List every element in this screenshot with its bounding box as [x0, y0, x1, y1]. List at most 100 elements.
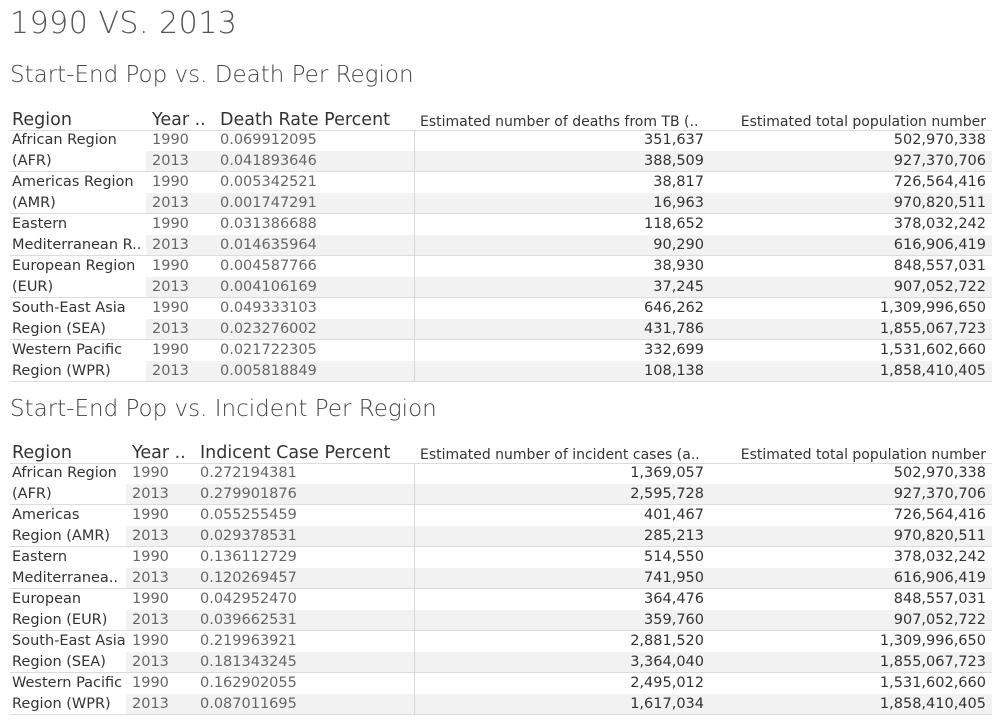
rate-cell: 0.029378531: [200, 528, 297, 544]
region-cell: European Region: [12, 258, 136, 274]
region-cell: South-East Asia: [12, 633, 126, 649]
population-cell: 378,032,242: [893, 216, 986, 232]
year-cell: 2013: [152, 321, 189, 337]
header-year[interactable]: Year ..: [152, 110, 206, 130]
population-cell: 616,906,419: [893, 237, 986, 253]
table-row[interactable]: European Region 1990 0.004587766 38,930 848,…: [10, 256, 992, 277]
year-cell: 1990: [152, 174, 189, 190]
count-cell: 16,963: [653, 195, 704, 211]
population-cell: 1,531,602,660: [879, 342, 986, 358]
table-row[interactable]: Eastern 1990 0.031386688 118,652 378,032,242: [10, 214, 992, 235]
table-row[interactable]: South-East Asia 1990 0.049333103 646,262 1,3…: [10, 298, 992, 319]
year-cell: 2013: [152, 153, 189, 169]
region-cell: Region (SEA): [12, 654, 106, 670]
count-cell: 2,495,012: [630, 675, 704, 691]
count-cell: 332,699: [644, 342, 704, 358]
table-row[interactable]: Region (SEA) 2013 0.023276002 431,786 1,855,…: [10, 319, 992, 340]
row-divider: [10, 339, 992, 340]
table-row[interactable]: Region (WPR) 2013 0.005818849 108,138 1,858,…: [10, 361, 992, 382]
rate-cell: 0.014635964: [220, 237, 317, 253]
year-cell: 2013: [152, 279, 189, 295]
region-cell: Eastern: [12, 549, 68, 565]
year-cell: 1990: [152, 132, 189, 148]
table-row[interactable]: African Region 1990 0.069912095 351,637 502,…: [10, 130, 992, 151]
row-divider: [10, 714, 992, 715]
row-divider: [10, 630, 992, 631]
count-cell: 388,509: [644, 153, 704, 169]
population-cell: 1,858,410,405: [879, 363, 986, 379]
header-population[interactable]: Estimated total population number: [740, 114, 986, 130]
table-row[interactable]: Region (WPR) 2013 0.087011695 1,617,034 1,85…: [10, 694, 992, 715]
table-row[interactable]: Americas 1990 0.055255459 401,467 726,564,41…: [10, 505, 992, 526]
region-cell: (AFR): [12, 153, 52, 169]
year-cell: 1990: [152, 342, 189, 358]
count-cell: 646,262: [644, 300, 704, 316]
table-row[interactable]: Eastern 1990 0.136112729 514,550 378,032,242: [10, 547, 992, 568]
year-cell: 1990: [152, 216, 189, 232]
rate-cell: 0.001747291: [220, 195, 317, 211]
dashboard-title: 1990 VS. 2013: [10, 6, 238, 41]
table-row[interactable]: Western Pacific 1990 0.162902055 2,495,012 1…: [10, 673, 992, 694]
rate-cell: 0.136112729: [200, 549, 297, 565]
rate-cell: 0.005342521: [220, 174, 317, 190]
count-cell: 38,930: [653, 258, 704, 274]
header-year[interactable]: Year ..: [132, 443, 186, 463]
table-row[interactable]: Region (SEA) 2013 0.181343245 3,364,040 1,85…: [10, 652, 992, 673]
row-band: [126, 694, 992, 715]
region-cell: (AFR): [12, 486, 52, 502]
count-cell: 514,550: [644, 549, 704, 565]
header-population[interactable]: Estimated total population number: [740, 447, 986, 463]
header-incident-count[interactable]: Estimated number of incident cases (a..: [420, 447, 700, 463]
population-cell: 848,557,031: [893, 258, 986, 274]
population-cell: 502,970,338: [893, 465, 986, 481]
population-cell: 1,855,067,723: [879, 321, 986, 337]
table-row[interactable]: (EUR) 2013 0.004106169 37,245 907,052,722: [10, 277, 992, 298]
table-row[interactable]: Region (EUR) 2013 0.039662531 359,760 907,05…: [10, 610, 992, 631]
table-row[interactable]: Mediterranean R.. 2013 0.014635964 90,290 61…: [10, 235, 992, 256]
rate-cell: 0.162902055: [200, 675, 297, 691]
population-cell: 502,970,338: [893, 132, 986, 148]
table-row[interactable]: Americas Region 1990 0.005342521 38,817 726,…: [10, 172, 992, 193]
rate-cell: 0.031386688: [220, 216, 317, 232]
region-cell: Region (WPR): [12, 696, 111, 712]
incidents-table[interactable]: Region Year .. Indicent Case Percent Est…: [10, 439, 992, 715]
incidents-table-body: African Region 1990 0.272194381 1,369,057 50…: [10, 463, 992, 715]
count-cell: 2,595,728: [630, 486, 704, 502]
year-cell: 2013: [132, 486, 169, 502]
table-row[interactable]: South-East Asia 1990 0.219963921 2,881,520 1…: [10, 631, 992, 652]
year-cell: 2013: [132, 654, 169, 670]
region-cell: Western Pacific: [12, 675, 123, 691]
year-cell: 2013: [132, 612, 169, 628]
header-region[interactable]: Region: [12, 110, 72, 130]
year-cell: 2013: [132, 570, 169, 586]
population-cell: 927,370,706: [893, 486, 986, 502]
table-row[interactable]: (AMR) 2013 0.001747291 16,963 970,820,511: [10, 193, 992, 214]
table-row[interactable]: Western Pacific 1990 0.021722305 332,699 1,5…: [10, 340, 992, 361]
rate-cell: 0.021722305: [220, 342, 317, 358]
table-row[interactable]: (AFR) 2013 0.279901876 2,595,728 927,370,706: [10, 484, 992, 505]
year-cell: 1990: [132, 633, 169, 649]
table-row[interactable]: Mediterranea.. 2013 0.120269457 741,950 616,…: [10, 568, 992, 589]
deaths-table[interactable]: Region Year .. Death Rate Percent Estima…: [10, 106, 992, 382]
count-cell: 431,786: [644, 321, 704, 337]
header-death-rate[interactable]: Death Rate Percent: [220, 110, 391, 130]
count-cell: 37,245: [653, 279, 704, 295]
year-cell: 1990: [132, 465, 169, 481]
header-incident-rate[interactable]: Indicent Case Percent: [200, 443, 391, 463]
row-divider: [10, 672, 992, 673]
population-cell: 970,820,511: [893, 528, 986, 544]
table-row[interactable]: European 1990 0.042952470 364,476 848,557,03…: [10, 589, 992, 610]
region-cell: Mediterranean R..: [12, 237, 142, 253]
table-row[interactable]: (AFR) 2013 0.041893646 388,509 927,370,706: [10, 151, 992, 172]
header-deaths-count[interactable]: Estimated number of deaths from TB (..: [420, 114, 699, 130]
row-band: [126, 610, 992, 631]
header-region[interactable]: Region: [12, 443, 72, 463]
table-row[interactable]: Region (AMR) 2013 0.029378531 285,213 970,82…: [10, 526, 992, 547]
region-cell: African Region: [12, 132, 117, 148]
rate-cell: 0.219963921: [200, 633, 297, 649]
rate-cell: 0.004106169: [220, 279, 317, 295]
row-band: [126, 484, 992, 505]
table-row[interactable]: African Region 1990 0.272194381 1,369,057 50…: [10, 463, 992, 484]
region-cell: Americas Region: [12, 174, 134, 190]
row-band: [126, 568, 992, 589]
